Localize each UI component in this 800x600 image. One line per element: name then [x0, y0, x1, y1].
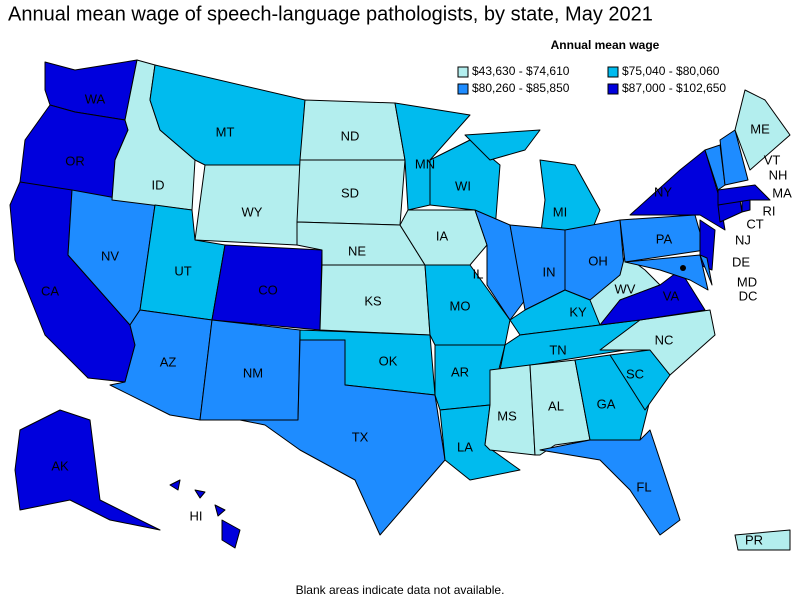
- map-title: Annual mean wage of speech-language path…: [8, 3, 653, 25]
- state-label: MN: [415, 156, 435, 171]
- legend-label: $87,000 - $102,650: [622, 81, 726, 95]
- state: [221, 519, 241, 549]
- legend-swatch: [457, 66, 469, 78]
- state-label: AZ: [160, 354, 177, 369]
- state-label: MO: [450, 298, 471, 313]
- state-label: PA: [656, 231, 673, 246]
- state-labels: WA OR CA NV ID MT WY UT CO AZ NM ND SD NE KS OK TX MN IA MO…: [41, 91, 792, 547]
- state-label: MD: [737, 274, 757, 289]
- state-label: IA: [436, 228, 449, 243]
- state-label: NV: [101, 248, 119, 263]
- state-label: MI: [553, 204, 567, 219]
- state-label: ME: [750, 121, 770, 136]
- state-label: NH: [769, 167, 788, 182]
- state: [741, 199, 751, 213]
- state: [680, 265, 686, 271]
- state-label: PR: [745, 532, 763, 547]
- state-label: SC: [626, 366, 644, 381]
- state: [169, 479, 181, 491]
- state-label: AR: [451, 364, 469, 379]
- state-label: VT: [764, 152, 781, 167]
- state-label: CA: [41, 283, 59, 298]
- state-label: OR: [65, 153, 85, 168]
- legend-label: $80,260 - $85,850: [472, 81, 570, 95]
- state-label: HI: [190, 508, 203, 523]
- state: [699, 254, 713, 286]
- state-label: MT: [216, 124, 235, 139]
- state-label: NM: [243, 365, 263, 380]
- legend-label: $43,630 - $74,610: [472, 64, 570, 78]
- state: [14, 409, 161, 531]
- footnote: Blank areas indicate data not available.: [296, 583, 505, 597]
- legend-label: $75,040 - $80,060: [622, 64, 720, 78]
- state-label: ND: [341, 128, 360, 143]
- state-label: OK: [379, 353, 398, 368]
- state-label: SD: [341, 185, 359, 200]
- state: [539, 429, 681, 536]
- legend-swatch: [457, 83, 469, 95]
- state-label: ID: [152, 177, 165, 192]
- state-label: VA: [663, 288, 680, 303]
- state-label: WY: [242, 204, 263, 219]
- legend-swatch: [607, 66, 619, 78]
- state-label: NE: [348, 243, 366, 258]
- legend: $43,630 - $74,610 $75,040 - $80,060 $80,26…: [457, 64, 726, 95]
- state-label: WA: [85, 91, 106, 106]
- state-label: AK: [51, 458, 69, 473]
- state: [239, 339, 446, 536]
- state-label: OH: [588, 253, 608, 268]
- state-label: NY: [654, 184, 672, 199]
- state-label: NC: [655, 332, 674, 347]
- state-label: FL: [636, 479, 651, 494]
- state-label: TX: [352, 429, 369, 444]
- state-label: TN: [549, 342, 566, 357]
- state-label: GA: [597, 396, 616, 411]
- states: [9, 59, 791, 551]
- state-label: MA: [772, 185, 792, 200]
- state-label: LA: [457, 439, 473, 454]
- state: [717, 184, 771, 206]
- state-label: DC: [739, 288, 758, 303]
- state-label: KY: [569, 304, 587, 319]
- legend-title: Annual mean wage: [551, 38, 660, 52]
- state-label: CT: [746, 216, 763, 231]
- state-label: DE: [732, 254, 750, 269]
- state-label: AL: [548, 398, 564, 413]
- state-label: CO: [258, 282, 278, 297]
- legend-swatch: [607, 83, 619, 95]
- state-label: IL: [473, 266, 484, 281]
- state: [734, 89, 791, 171]
- state: [464, 129, 541, 161]
- state-label: KS: [364, 293, 382, 308]
- state: [574, 354, 651, 441]
- state: [719, 129, 749, 186]
- state: [624, 254, 709, 291]
- state-label: WV: [615, 281, 636, 296]
- state-label: IN: [543, 264, 556, 279]
- state: [194, 489, 206, 499]
- state-label: WI: [455, 178, 471, 193]
- state-label: NJ: [735, 232, 751, 247]
- state-label: UT: [174, 263, 191, 278]
- state: [214, 504, 226, 517]
- state: [734, 529, 791, 551]
- state-label: MS: [497, 408, 517, 423]
- state-label: RI: [763, 203, 776, 218]
